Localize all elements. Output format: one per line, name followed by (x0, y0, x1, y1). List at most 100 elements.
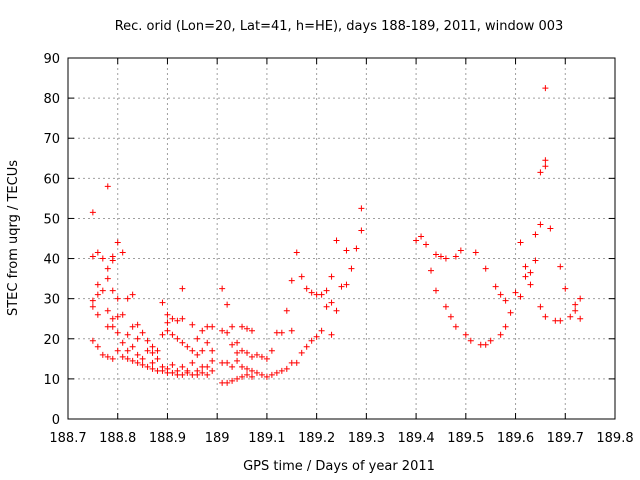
data-point (134, 351, 141, 358)
data-point (149, 359, 156, 366)
y-tick-label: 90 (43, 52, 60, 67)
data-point (229, 363, 236, 370)
x-tick-label: 188.8 (99, 431, 136, 446)
data-point (298, 349, 305, 356)
data-point (189, 359, 196, 366)
data-point (328, 331, 335, 338)
data-point (542, 157, 549, 164)
data-point (323, 287, 330, 294)
data-point (239, 363, 246, 370)
series-track-8 (527, 263, 584, 324)
data-point (144, 337, 151, 344)
data-point (278, 329, 285, 336)
data-point (502, 323, 509, 330)
data-point (139, 361, 146, 368)
data-point (492, 283, 499, 290)
x-tick-label: 189.7 (547, 431, 584, 446)
points-layer (89, 85, 584, 386)
data-point (323, 303, 330, 310)
data-point (144, 347, 151, 354)
x-tick-label: 189 (205, 431, 230, 446)
data-point (174, 317, 181, 324)
data-point (164, 319, 171, 326)
data-point (268, 347, 275, 354)
data-point (333, 307, 340, 314)
data-point (288, 277, 295, 284)
data-point (174, 335, 181, 342)
x-tick-label: 189.6 (497, 431, 534, 446)
y-tick-label: 30 (43, 293, 60, 308)
data-point (199, 327, 206, 334)
data-point (109, 253, 116, 260)
data-point (194, 335, 201, 342)
data-point (169, 369, 176, 376)
data-point (119, 311, 126, 318)
data-point (124, 331, 131, 338)
data-point (318, 291, 325, 298)
data-point (418, 233, 425, 240)
y-tick-label: 80 (43, 92, 60, 107)
data-point (134, 321, 141, 328)
data-point (273, 369, 280, 376)
data-point (562, 285, 569, 292)
data-point (89, 303, 96, 310)
data-point (114, 295, 121, 302)
data-point (209, 357, 216, 364)
data-point (119, 353, 126, 360)
data-point (114, 347, 121, 354)
data-point (288, 327, 295, 334)
y-tick-label: 70 (43, 132, 60, 147)
data-point (134, 335, 141, 342)
data-point (159, 367, 166, 374)
data-point (159, 299, 166, 306)
data-point (179, 363, 186, 370)
data-point (313, 333, 320, 340)
data-point (577, 295, 584, 302)
chart-title: Rec. orid (Lon=20, Lat=41, h=HE), days 1… (115, 19, 564, 34)
data-point (333, 237, 340, 244)
data-point (129, 357, 136, 364)
data-point (234, 349, 241, 356)
data-point (219, 327, 226, 334)
data-point (184, 369, 191, 376)
data-point (94, 343, 101, 350)
data-point (557, 263, 564, 270)
data-point (532, 257, 539, 264)
data-point (224, 379, 231, 386)
data-point (179, 371, 186, 378)
y-axis-label: STEC from uqrg / TECUs (6, 160, 21, 316)
x-tick-label: 189.8 (596, 431, 633, 446)
data-point (104, 353, 111, 360)
data-point (124, 355, 131, 362)
grid-layer (68, 58, 615, 419)
data-point (159, 331, 166, 338)
data-point (179, 285, 186, 292)
data-point (209, 347, 216, 354)
series-track-6 (219, 265, 355, 386)
data-point (134, 359, 141, 366)
x-axis-label: GPS time / Days of year 2011 (243, 459, 435, 474)
y-tick-label: 50 (43, 212, 60, 227)
data-point (507, 309, 514, 316)
data-point (89, 209, 96, 216)
data-point (189, 321, 196, 328)
series-track-3 (89, 337, 211, 378)
data-point (204, 371, 211, 378)
data-point (502, 297, 509, 304)
data-point (253, 351, 260, 358)
data-point (577, 315, 584, 322)
data-point (318, 327, 325, 334)
data-point (442, 303, 449, 310)
data-point (149, 349, 156, 356)
data-point (348, 265, 355, 272)
data-point (224, 329, 231, 336)
data-point (358, 227, 365, 234)
data-point (522, 273, 529, 280)
data-point (104, 183, 111, 190)
data-point (517, 293, 524, 300)
data-point (308, 337, 315, 344)
data-point (104, 265, 111, 272)
data-point (557, 317, 564, 324)
plot-frame (67, 57, 616, 420)
